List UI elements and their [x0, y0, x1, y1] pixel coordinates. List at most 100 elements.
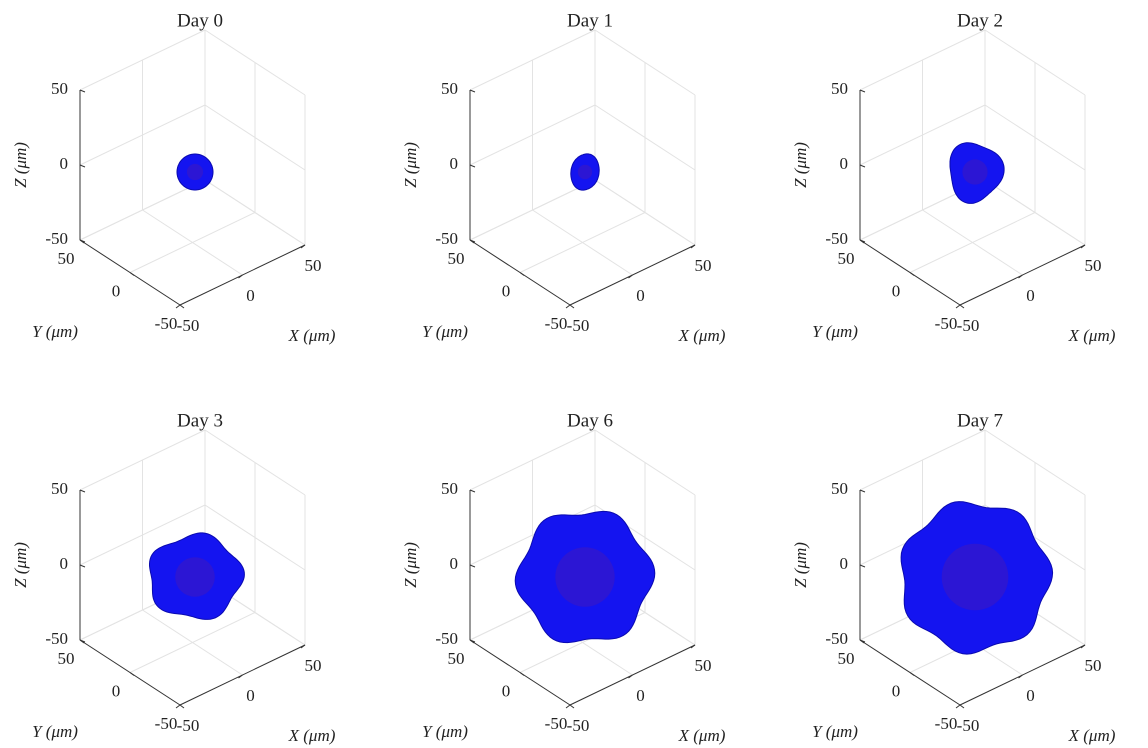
grid-line — [129, 212, 256, 273]
x-tick-label: 50 — [695, 256, 712, 275]
x-tick-label: 0 — [246, 286, 255, 305]
x-tick — [238, 274, 243, 279]
y-tick-label: -50 — [545, 714, 568, 733]
z-axis-label: Z (μm) — [11, 542, 30, 588]
cell-cluster — [514, 510, 656, 644]
z-tick-label: 50 — [441, 79, 458, 98]
x-tick-label: 50 — [305, 256, 322, 275]
y-tick — [909, 272, 915, 276]
chart-title: Day 3 — [177, 410, 223, 431]
z-tick — [859, 164, 866, 168]
x-tick — [175, 304, 181, 309]
x-tick — [628, 274, 633, 279]
x-tick-label: 50 — [305, 656, 322, 675]
y-tick-label: 0 — [502, 681, 511, 700]
x-tick — [565, 304, 571, 309]
y-tick — [519, 672, 525, 676]
y-tick — [959, 704, 965, 709]
y-tick — [179, 704, 185, 709]
y-tick-label: 0 — [502, 281, 511, 300]
y-tick-label: -50 — [155, 714, 178, 733]
z-tick-label: -50 — [435, 629, 458, 648]
grid-line — [984, 179, 1086, 246]
z-tick — [859, 564, 866, 568]
z-tick-label: 50 — [51, 479, 68, 498]
cluster-core — [577, 164, 593, 180]
grid-line — [519, 212, 646, 273]
x-tick-label: 0 — [636, 286, 645, 305]
y-tick — [959, 304, 965, 309]
z-tick — [79, 489, 86, 493]
x-axis-label: X (μm) — [678, 326, 726, 345]
y-tick-label: 0 — [892, 281, 901, 300]
x-tick — [690, 644, 696, 649]
z-tick-label: 0 — [60, 154, 69, 173]
grid-line — [984, 104, 1086, 171]
x-axis-label: X (μm) — [1068, 326, 1116, 345]
z-tick-label: -50 — [45, 229, 68, 248]
z-tick — [469, 164, 476, 168]
y-tick — [519, 272, 525, 276]
y-tick — [569, 304, 575, 309]
grid-line — [469, 29, 596, 91]
y-tick-label: -50 — [935, 714, 958, 733]
z-tick-label: 0 — [60, 554, 69, 573]
x-tick-label: 0 — [1026, 686, 1035, 705]
z-tick — [859, 639, 866, 643]
z-axis-label: Z (μm) — [11, 142, 30, 188]
z-tick — [79, 239, 86, 243]
x-tick-label: 50 — [1085, 656, 1102, 675]
z-tick — [859, 89, 866, 93]
cell-cluster — [570, 153, 600, 191]
x-axis-label: X (μm) — [288, 726, 336, 745]
z-axis-label: Z (μm) — [791, 142, 810, 188]
y-tick-label: -50 — [545, 314, 568, 333]
chart-title: Day 0 — [177, 10, 223, 31]
y-axis-label: Y (μm) — [32, 722, 78, 741]
y-tick-label: 50 — [58, 249, 75, 268]
y-tick-label: -50 — [155, 314, 178, 333]
grid-line — [129, 612, 256, 673]
z-axis-label: Z (μm) — [791, 542, 810, 588]
y-tick-label: 0 — [112, 281, 121, 300]
z-tick-label: -50 — [825, 229, 848, 248]
grid-line — [469, 104, 596, 166]
x-tick — [1018, 274, 1023, 279]
y-tick-label: 50 — [448, 249, 465, 268]
grid-line — [204, 429, 306, 496]
cell-cluster — [176, 153, 214, 191]
z-tick — [469, 239, 476, 243]
y-tick-label: 0 — [892, 681, 901, 700]
z-tick-label: -50 — [45, 629, 68, 648]
x-tick — [565, 704, 571, 709]
grid-line — [204, 504, 306, 571]
y-tick-label: 50 — [838, 249, 855, 268]
x-tick — [238, 674, 243, 679]
grid-line — [469, 179, 596, 241]
grid-line — [79, 504, 206, 566]
cluster-core — [962, 159, 988, 185]
grid-line — [594, 104, 696, 171]
z-tick-label: 0 — [840, 154, 849, 173]
x-tick — [175, 704, 181, 709]
x-tick — [1080, 244, 1086, 249]
z-tick-label: 50 — [831, 479, 848, 498]
z-tick — [469, 489, 476, 493]
x-tick-label: 50 — [1085, 256, 1102, 275]
y-tick-label: 50 — [448, 649, 465, 668]
cluster-core — [941, 543, 1009, 611]
chart-title: Day 7 — [957, 410, 1003, 431]
x-tick-label: 0 — [636, 686, 645, 705]
y-axis-label: Y (μm) — [422, 722, 468, 741]
x-tick — [955, 304, 961, 309]
grid-line — [594, 29, 696, 96]
z-tick-label: 0 — [450, 554, 459, 573]
grid-line — [204, 104, 306, 171]
y-axis-label: Y (μm) — [812, 322, 858, 341]
z-tick — [469, 89, 476, 93]
x-tick — [628, 674, 633, 679]
x-tick-label: -50 — [567, 716, 590, 735]
